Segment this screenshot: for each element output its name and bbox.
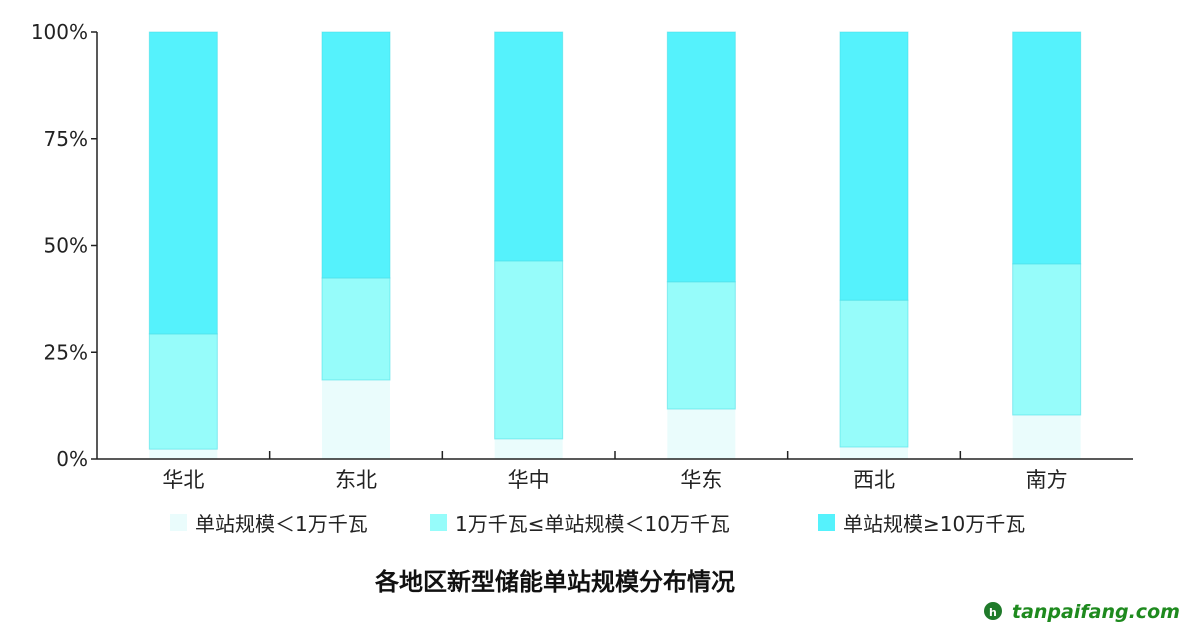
bar-segment-华北-1 — [148, 333, 218, 450]
bar-segment-华中-2 — [494, 31, 564, 262]
x-tick-label: 东北 — [335, 468, 377, 492]
x-tick-label: 华中 — [508, 468, 550, 492]
bar-segment-东北-2 — [321, 31, 391, 279]
y-tick-label: 25% — [44, 340, 88, 364]
y-ticks: 0% 25% 50% 75% 100% — [31, 20, 97, 471]
chart-title: 各地区新型储能单站规模分布情况 — [374, 568, 735, 596]
legend-label: 单站规模＜1万千瓦 — [195, 512, 368, 536]
bar-segment-西北-1 — [839, 299, 909, 448]
bar-segment-华东-1 — [666, 281, 736, 410]
y-tick-label: 50% — [44, 234, 88, 258]
y-tick-label: 75% — [44, 127, 88, 151]
legend-swatch — [818, 514, 835, 531]
bar-segment-西北-0 — [840, 447, 908, 459]
x-tick-label: 华东 — [680, 468, 722, 492]
y-tick-label: 0% — [56, 447, 88, 471]
legend-label: 单站规模≥10万千瓦 — [843, 512, 1025, 536]
x-ticks: 华北 东北 华中 华东 西北 南方 — [162, 451, 1068, 492]
bar-segment-西北-2 — [839, 31, 909, 301]
watermark-suffix: fang.com — [1080, 601, 1180, 623]
bar-segment-华东-0 — [667, 409, 736, 459]
bar-segment-华中-0 — [494, 438, 563, 459]
bar-segment-东北-1 — [321, 277, 391, 381]
bar-segment-南方-2 — [1012, 31, 1082, 265]
bar-segment-南方-1 — [1012, 263, 1082, 416]
bars — [148, 31, 1082, 459]
svg-text:tanpaifang.com: tanpaifang.com — [1012, 601, 1180, 623]
legend-label: 1万千瓦≤单站规模＜10万千瓦 — [455, 512, 730, 536]
bar-segment-华东-2 — [666, 31, 736, 283]
bar-segment-华北-2 — [148, 31, 218, 335]
watermark-prefix: tanpai — [1012, 601, 1081, 623]
x-tick-label: 华北 — [162, 468, 204, 492]
x-tick-label: 南方 — [1026, 468, 1068, 492]
y-tick-label: 100% — [31, 20, 88, 44]
legend-swatch — [430, 514, 447, 531]
legend-swatch — [170, 514, 187, 531]
bar-segment-南方-0 — [1012, 415, 1081, 459]
legend: 单站规模＜1万千瓦 1万千瓦≤单站规模＜10万千瓦 单站规模≥10万千瓦 — [170, 512, 1025, 536]
bar-segment-华北-0 — [149, 449, 218, 459]
bar-segment-东北-0 — [322, 380, 390, 459]
x-tick-label: 西北 — [853, 468, 895, 492]
bar-segment-华中-1 — [494, 260, 564, 440]
watermark-logo-icon — [984, 602, 1002, 620]
watermark: h tanpaifang.com — [984, 601, 1180, 623]
svg-text:h: h — [989, 606, 997, 619]
